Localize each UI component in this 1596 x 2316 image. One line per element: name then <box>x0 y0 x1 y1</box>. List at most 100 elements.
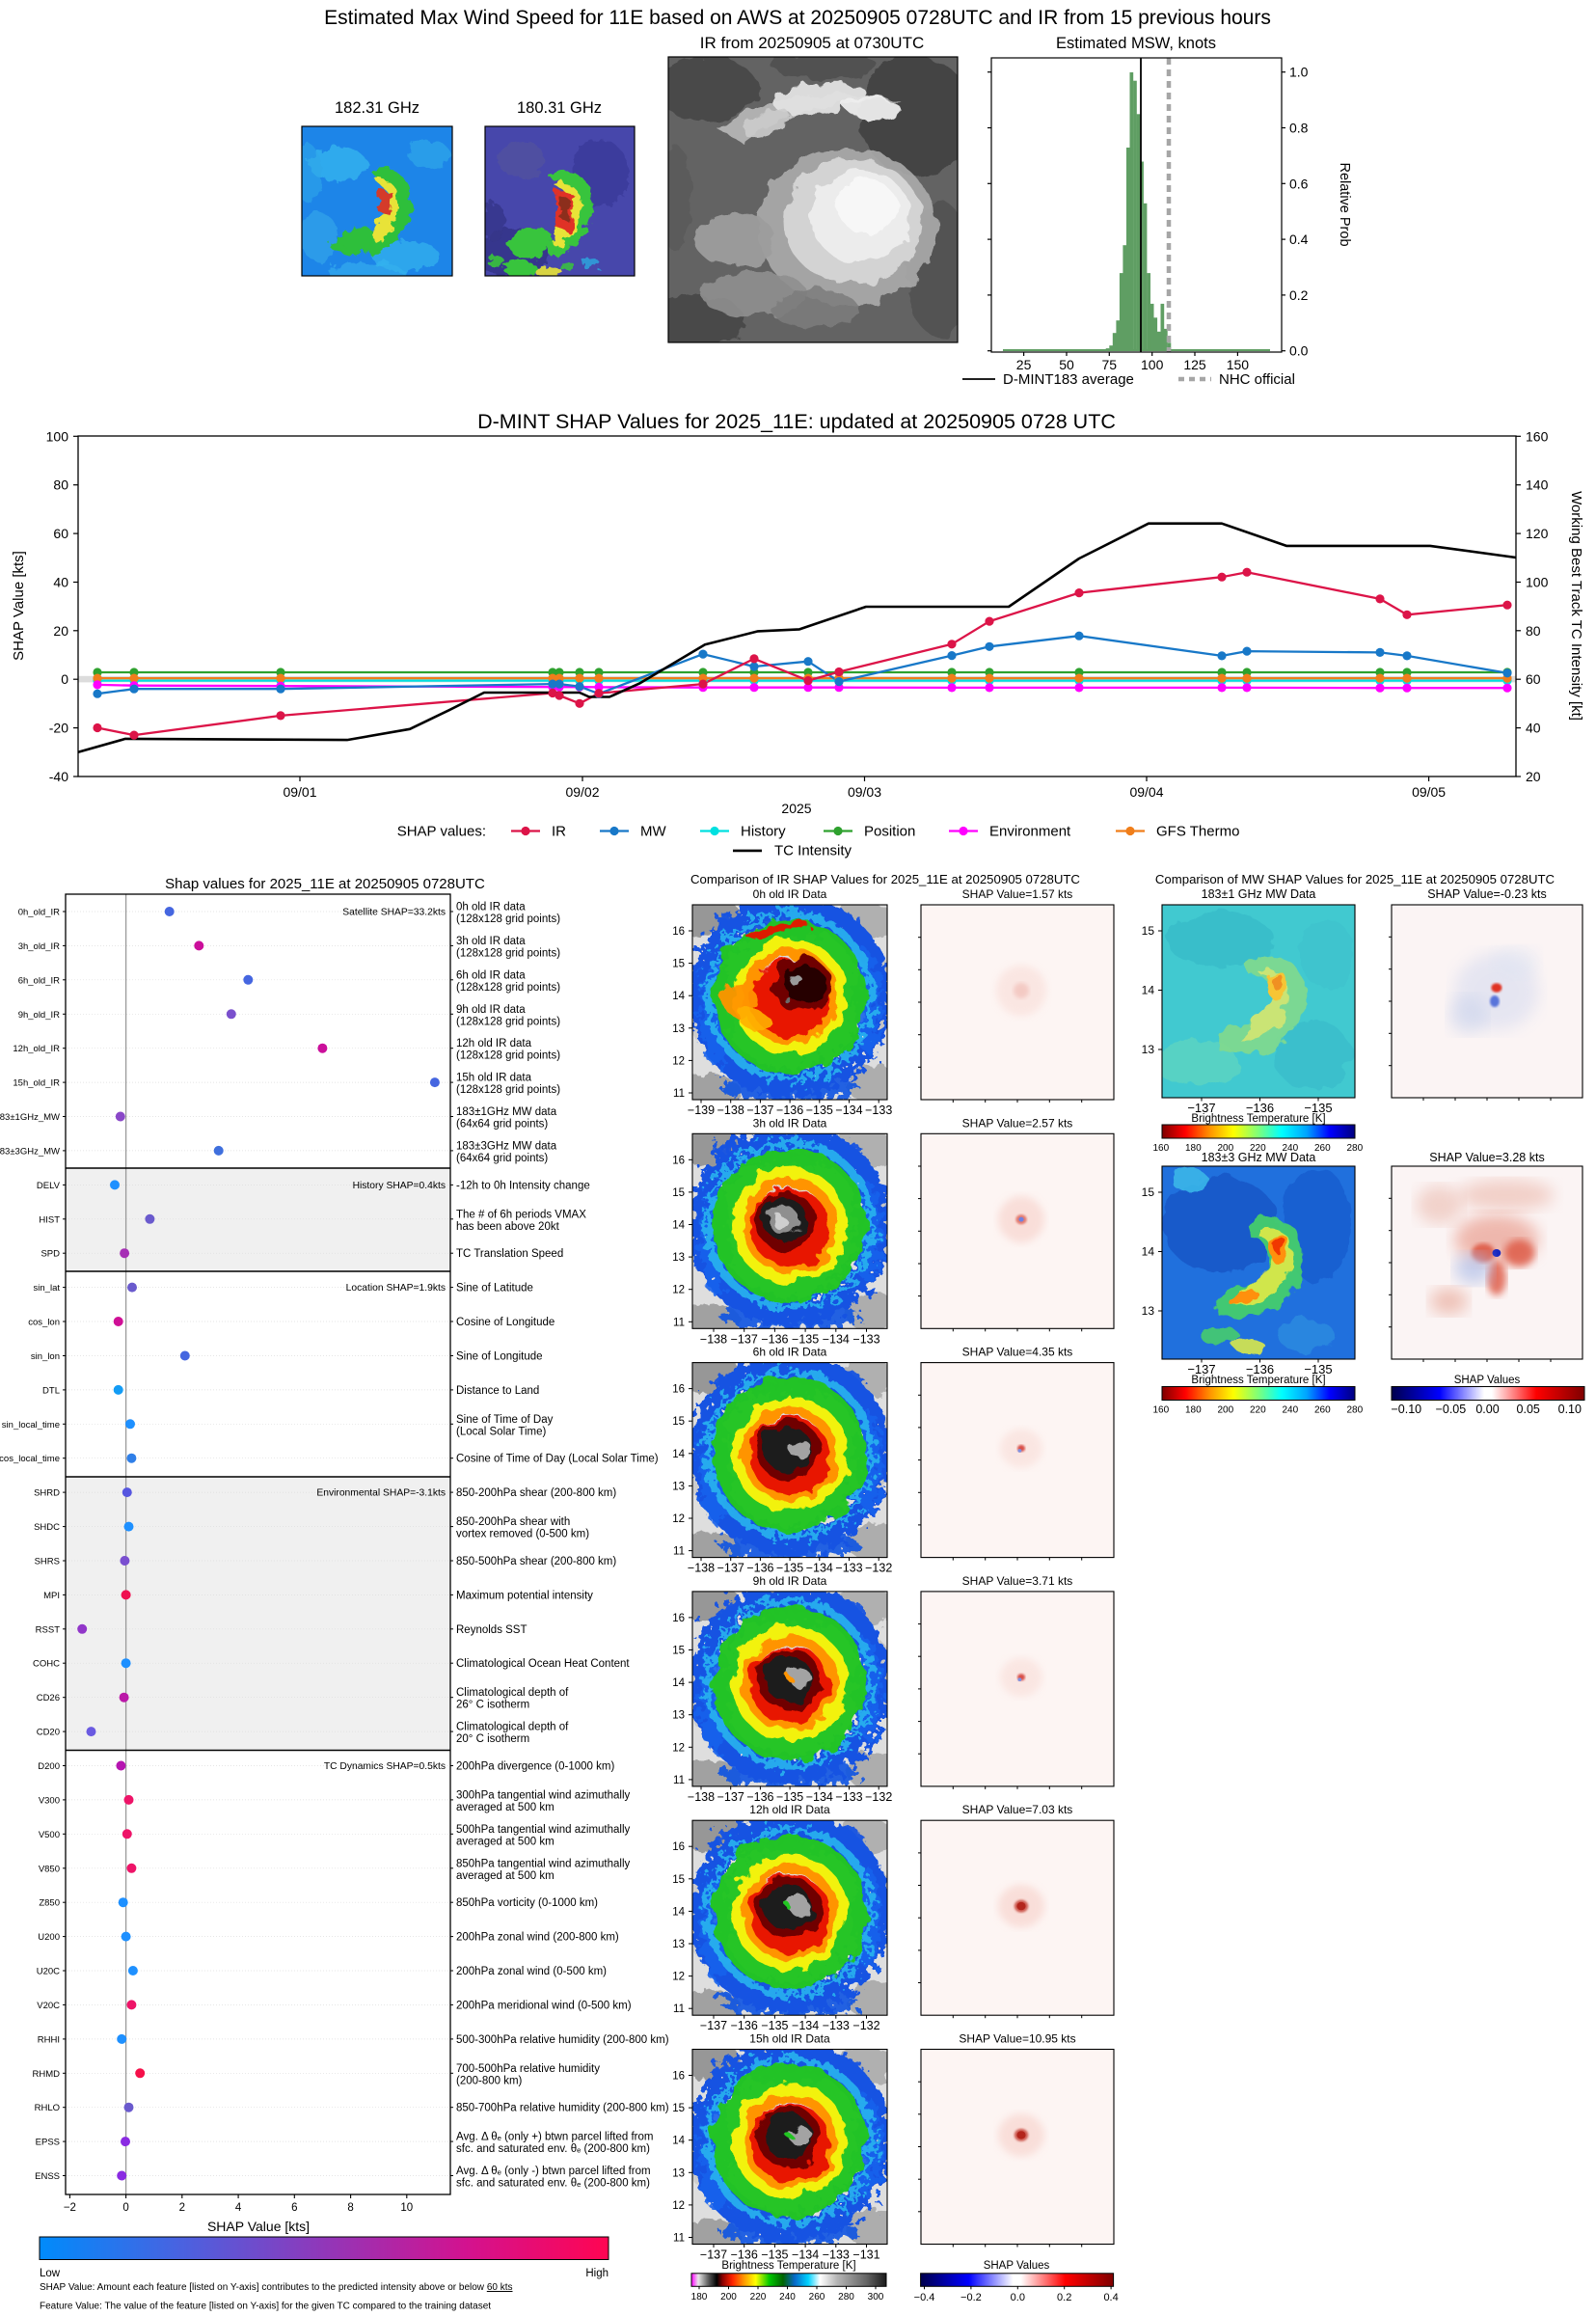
svg-text:History SHAP=0.4kts: History SHAP=0.4kts <box>353 1181 446 1191</box>
svg-text:Climatological Ocean Heat Cont: Climatological Ocean Heat Content <box>456 1658 630 1670</box>
svg-text:11: 11 <box>673 1775 685 1786</box>
svg-text:150: 150 <box>1227 357 1250 372</box>
svg-text:D-MINT SHAP Values for 2025_11: D-MINT SHAP Values for 2025_11E: updated… <box>477 410 1116 433</box>
svg-text:−133: −133 <box>835 1562 862 1575</box>
svg-text:0.4: 0.4 <box>1289 232 1309 247</box>
svg-text:260: 260 <box>809 2292 825 2302</box>
svg-text:CD26: CD26 <box>37 1693 60 1703</box>
svg-text:20: 20 <box>1526 769 1541 784</box>
svg-text:SHAP Value=3.71 kts: SHAP Value=3.71 kts <box>962 1574 1073 1588</box>
svg-text:850-200hPa shear (200-800 km): 850-200hPa shear (200-800 km) <box>456 1487 616 1499</box>
svg-text:700-500hPa relative humidity: 700-500hPa relative humidity <box>456 2063 600 2075</box>
svg-text:4: 4 <box>235 2202 242 2214</box>
svg-text:40: 40 <box>1526 721 1541 736</box>
svg-text:SHRD: SHRD <box>34 1488 60 1499</box>
svg-text:−135: −135 <box>1304 1362 1332 1376</box>
svg-text:240: 240 <box>1282 1143 1298 1154</box>
svg-text:14: 14 <box>672 991 685 1002</box>
svg-text:850-700hPa relative humidity (: 850-700hPa relative humidity (200-800 km… <box>456 2103 669 2114</box>
svg-text:SHAP Value=3.28 kts: SHAP Value=3.28 kts <box>1429 1151 1544 1164</box>
svg-text:280: 280 <box>838 2292 854 2302</box>
svg-text:11: 11 <box>673 2003 685 2015</box>
svg-text:75: 75 <box>1102 357 1118 372</box>
svg-text:−132: −132 <box>865 1562 892 1575</box>
svg-text:SHRS: SHRS <box>35 1557 60 1567</box>
svg-text:220: 220 <box>1250 1143 1266 1154</box>
svg-text:SHAP Values: SHAP Values <box>1454 1375 1521 1386</box>
svg-text:−137: −137 <box>731 1332 758 1346</box>
svg-text:12: 12 <box>672 1513 685 1525</box>
svg-text:V20C: V20C <box>37 2001 60 2011</box>
svg-text:60: 60 <box>53 526 68 541</box>
svg-text:−135: −135 <box>761 2248 788 2262</box>
svg-text:−0.05: −0.05 <box>1436 1403 1467 1416</box>
svg-text:0.8: 0.8 <box>1289 121 1309 136</box>
svg-text:Feature Value: The value of th: Feature Value: The value of the feature … <box>40 2302 491 2312</box>
svg-text:IR from 20250905 at 0730UTC: IR from 20250905 at 0730UTC <box>700 34 924 52</box>
svg-text:Climatological depth of: Climatological depth of <box>456 1722 569 1733</box>
svg-text:180: 180 <box>1185 1143 1202 1154</box>
svg-text:-40: -40 <box>49 769 68 784</box>
svg-text:sfc. and saturated env. θₑ (20: sfc. and saturated env. θₑ (200-800 km) <box>456 2178 650 2190</box>
svg-text:GFS Thermo: GFS Thermo <box>1156 824 1239 840</box>
svg-text:MPI: MPI <box>43 1591 60 1601</box>
svg-text:183±3GHz_MW: 183±3GHz_MW <box>0 1146 60 1157</box>
svg-text:200hPa zonal wind (0-500 km): 200hPa zonal wind (0-500 km) <box>456 1966 607 1977</box>
svg-text:(128x128 grid points): (128x128 grid points) <box>456 1016 560 1027</box>
svg-text:Brightness Temperature [K]: Brightness Temperature [K] <box>1191 1375 1325 1386</box>
svg-text:Position: Position <box>864 824 915 840</box>
svg-text:20° C isotherm: 20° C isotherm <box>456 1733 529 1745</box>
svg-text:11: 11 <box>673 1317 685 1328</box>
svg-text:15: 15 <box>672 1416 685 1428</box>
svg-text:EPSS: EPSS <box>36 2138 60 2148</box>
svg-text:U200: U200 <box>38 1932 60 1943</box>
svg-text:15: 15 <box>672 2103 685 2114</box>
svg-text:180: 180 <box>691 2292 708 2302</box>
svg-text:Comparison of MW SHAP Values f: Comparison of MW SHAP Values for 2025_11… <box>1155 872 1555 886</box>
svg-text:The # of 6h periods VMAX: The # of 6h periods VMAX <box>456 1209 586 1220</box>
svg-text:DELV: DELV <box>37 1181 61 1191</box>
svg-text:60: 60 <box>1526 671 1541 687</box>
svg-text:SHDC: SHDC <box>34 1522 60 1533</box>
svg-text:10: 10 <box>400 2202 413 2214</box>
svg-text:-12h to 0h Intensity change: -12h to 0h Intensity change <box>456 1180 590 1191</box>
svg-text:200: 200 <box>720 2292 737 2302</box>
svg-text:SHAP Value [kts]: SHAP Value [kts] <box>207 2219 310 2234</box>
svg-text:−0.10: −0.10 <box>1391 1403 1421 1416</box>
svg-text:13: 13 <box>672 1481 685 1492</box>
svg-text:200hPa divergence (0-1000 km): 200hPa divergence (0-1000 km) <box>456 1761 614 1773</box>
svg-text:13: 13 <box>672 1710 685 1722</box>
svg-text:Shap values for 2025_11E at 20: Shap values for 2025_11E at 20250905 072… <box>165 876 485 892</box>
svg-text:U20C: U20C <box>37 1967 60 1977</box>
svg-text:sfc. and saturated env. θₑ (20: sfc. and saturated env. θₑ (200-800 km) <box>456 2143 650 2155</box>
svg-text:(128x128 grid points): (128x128 grid points) <box>456 1050 560 1062</box>
svg-text:26° C isotherm: 26° C isotherm <box>456 1700 529 1711</box>
svg-text:0: 0 <box>122 2202 128 2214</box>
svg-text:Cosine of Time of Day (Local S: Cosine of Time of Day (Local Solar Time) <box>456 1454 659 1465</box>
svg-text:850hPa vorticity (0-1000 km): 850hPa vorticity (0-1000 km) <box>456 1897 598 1909</box>
svg-text:280: 280 <box>1346 1143 1363 1154</box>
svg-text:DTL: DTL <box>42 1385 60 1396</box>
svg-text:300: 300 <box>868 2292 884 2302</box>
svg-text:sin_local_time: sin_local_time <box>2 1420 60 1430</box>
svg-text:13: 13 <box>672 2167 685 2179</box>
svg-text:−135: −135 <box>776 1562 803 1575</box>
svg-text:V500: V500 <box>39 1830 60 1840</box>
svg-text:IR: IR <box>552 824 566 840</box>
svg-text:100: 100 <box>1526 575 1549 590</box>
svg-text:Environment: Environment <box>989 824 1071 840</box>
svg-text:13: 13 <box>1142 1304 1155 1318</box>
svg-text:220: 220 <box>750 2292 767 2302</box>
svg-text:12: 12 <box>672 1055 685 1067</box>
svg-text:averaged at 500 km: averaged at 500 km <box>456 1836 555 1847</box>
svg-text:Maximum potential intensity: Maximum potential intensity <box>456 1590 593 1601</box>
svg-text:Satellite SHAP=33.2kts: Satellite SHAP=33.2kts <box>342 908 446 918</box>
svg-text:16: 16 <box>672 1384 685 1396</box>
svg-text:0h old IR Data: 0h old IR Data <box>753 887 827 901</box>
svg-text:16: 16 <box>672 926 685 938</box>
svg-text:−137: −137 <box>700 2019 727 2032</box>
svg-text:sin_lon: sin_lon <box>31 1351 60 1362</box>
svg-text:40: 40 <box>53 575 68 590</box>
svg-text:100: 100 <box>46 428 69 444</box>
svg-text:15: 15 <box>1142 1185 1155 1199</box>
